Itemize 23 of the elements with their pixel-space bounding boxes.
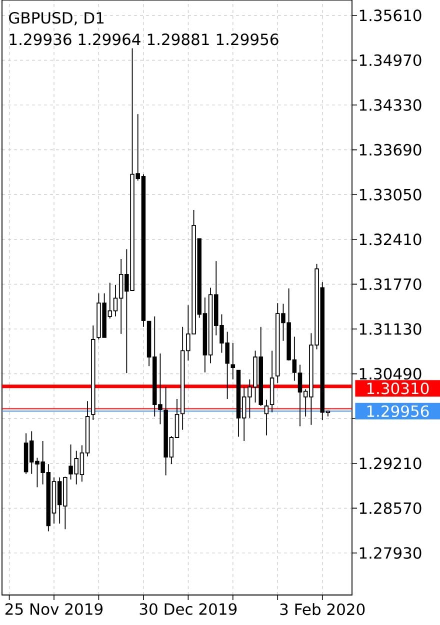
ref-line-label: 1.30310 <box>367 382 429 394</box>
text: GBPUSD, D1 <box>9 12 104 26</box>
y-tick-label: 1.30490 <box>360 368 422 380</box>
x-tick-label: 3 Feb 2020 <box>280 603 365 616</box>
y-tick-label: 1.27930 <box>360 547 422 559</box>
ref-line-label: 1.29956 <box>367 405 429 418</box>
y-tick-label: 1.34330 <box>360 99 422 111</box>
y-tick-label: 1.33050 <box>360 188 422 200</box>
x-tick-label: 30 Dec 2019 <box>140 603 237 615</box>
y-tick-label: 1.31130 <box>360 323 422 335</box>
y-tick-label: 1.33690 <box>360 144 422 156</box>
y-tick-label: 1.31770 <box>360 278 422 290</box>
candlestick <box>91 325 96 420</box>
y-tick-label: 1.34970 <box>360 54 422 66</box>
y-tick-label: 1.29210 <box>360 458 422 470</box>
candlestick <box>264 399 269 436</box>
text: 1.29936 1.29964 1.29881 1.29956 <box>10 34 278 46</box>
y-tick-label: 1.28570 <box>360 502 422 514</box>
candlestick <box>230 342 236 380</box>
candlestick <box>270 350 274 413</box>
y-tick-label: 1.35610 <box>360 10 422 22</box>
y-tick-label: 1.32410 <box>360 234 422 246</box>
x-tick-label: 25 Nov 2019 <box>6 603 103 615</box>
